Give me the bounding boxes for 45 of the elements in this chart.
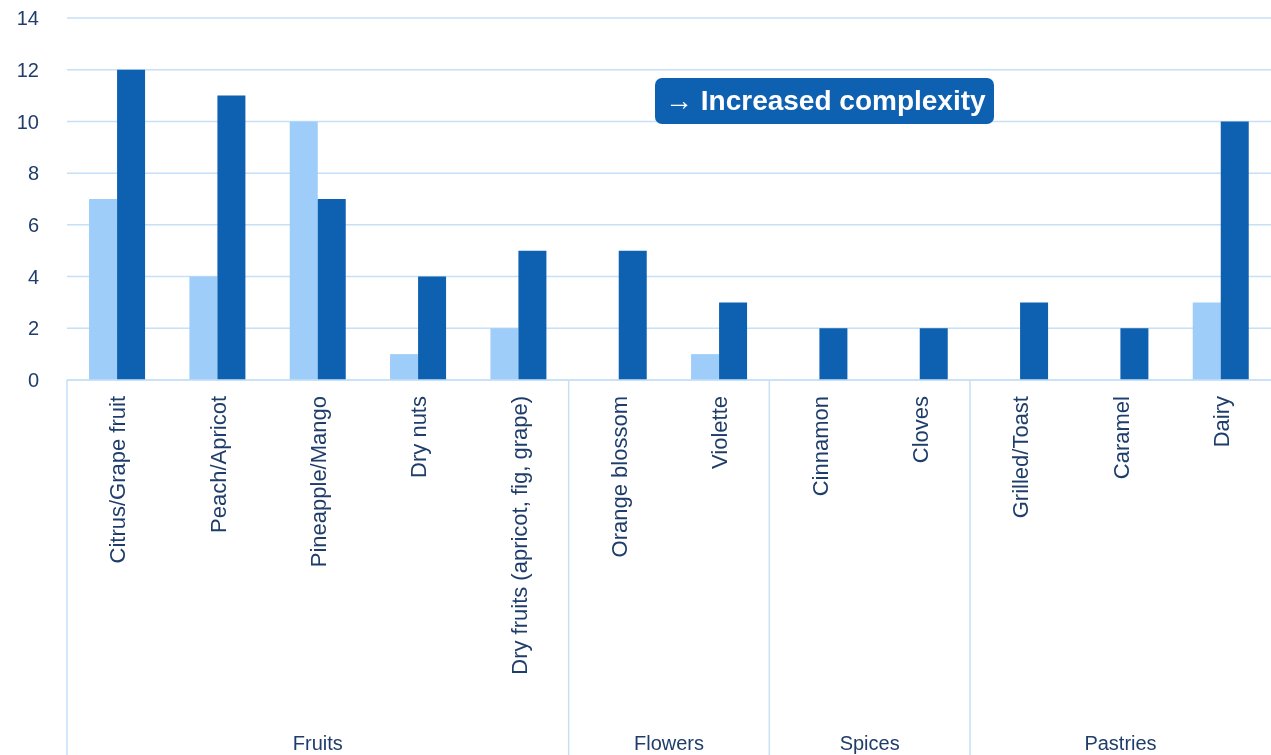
bar — [719, 302, 748, 380]
y-tick-label: 14 — [16, 7, 39, 30]
bar — [189, 276, 218, 380]
x-tick-label: Orange blossom — [606, 396, 632, 558]
annotation: → Increased complexity — [665, 85, 986, 116]
x-tick-label: Violette — [706, 396, 732, 469]
bar — [89, 199, 118, 380]
text: Flowers — [633, 732, 705, 754]
bar — [390, 354, 419, 380]
bar — [618, 250, 647, 380]
x-tick-label: Dairy — [1208, 396, 1234, 448]
y-tick-label: 4 — [27, 265, 39, 288]
bar — [289, 121, 318, 380]
x-tick-label: Peach/Apricot — [205, 396, 230, 533]
x-tick-label: Caramel — [1108, 396, 1133, 480]
bar — [217, 95, 246, 380]
x-tick-label: Citrus/Grape fruit — [104, 396, 130, 564]
bar — [1220, 121, 1249, 380]
y-tick-label: 10 — [16, 110, 39, 133]
bar — [691, 354, 720, 380]
bar — [418, 276, 447, 380]
x-tick-label: Dry nuts — [405, 396, 431, 478]
bar — [819, 328, 848, 380]
text: Fruits — [292, 732, 343, 754]
bar — [1020, 302, 1049, 380]
x-tick-label: Pineapple/Mango — [305, 396, 331, 568]
y-tick-label: 6 — [27, 213, 39, 236]
callout-box: → Increased complexity — [655, 78, 994, 124]
x-tick-label: Grilled/Toast — [1007, 396, 1033, 519]
y-tick-label: 0 — [27, 369, 39, 392]
bar — [1192, 302, 1221, 380]
y-tick-label: 12 — [16, 58, 39, 81]
x-tick-label: Dry fruits (apricot, fig, grape) — [506, 396, 531, 675]
bar — [490, 328, 519, 380]
bar — [518, 250, 547, 380]
bar — [1120, 328, 1149, 380]
text: Spices — [839, 732, 900, 754]
x-tick-label: Cinnamon — [807, 396, 832, 497]
bar — [919, 328, 948, 380]
bar — [117, 69, 146, 380]
y-tick-label: 2 — [27, 317, 39, 340]
text: Pastries — [1084, 732, 1157, 754]
x-tick-label: Cloves — [907, 396, 933, 464]
y-tick-label: 8 — [27, 162, 39, 185]
bar — [317, 199, 346, 380]
